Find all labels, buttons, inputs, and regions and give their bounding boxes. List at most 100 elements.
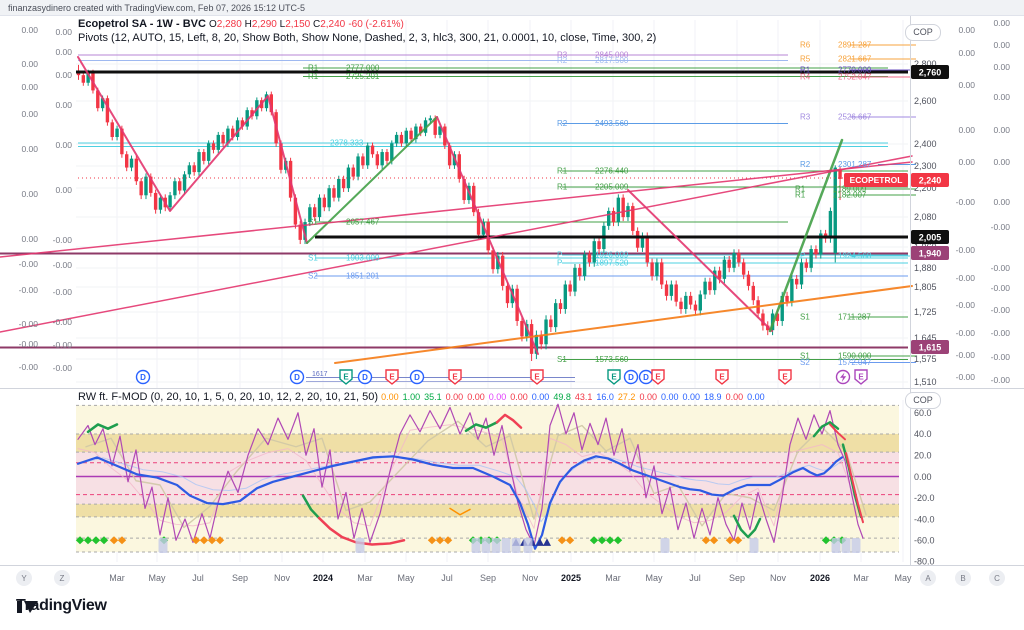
time-axis-label[interactable]: May <box>645 573 663 583</box>
dividend-badge[interactable] <box>357 369 373 385</box>
time-axis-label[interactable]: Jul <box>689 573 701 583</box>
price-tick: 1,805 <box>914 282 937 292</box>
candle-body <box>134 158 139 182</box>
earnings-badge[interactable] <box>651 369 665 385</box>
ohlc-key: C <box>310 19 321 30</box>
candle-body <box>337 178 341 198</box>
candle-body <box>496 255 500 270</box>
pivot-value: 2205.009 <box>595 183 629 192</box>
indicator-colored-segment <box>449 507 471 516</box>
time-axis-label[interactable]: Mar <box>109 573 125 583</box>
indicator-currency-pill[interactable]: COP <box>905 392 941 409</box>
time-axis-button[interactable] <box>54 570 70 586</box>
overlay-scale-value: -0.00 <box>956 328 976 338</box>
time-axis-label[interactable]: May <box>148 573 166 583</box>
signal-diamond <box>207 536 217 545</box>
time-axis-label[interactable]: Nov <box>274 573 291 583</box>
indicator-colored-segment <box>732 514 762 539</box>
time-axis-label[interactable]: Mar <box>357 573 373 583</box>
earnings-badge[interactable] <box>778 369 792 385</box>
earnings-badge[interactable] <box>530 369 544 385</box>
candle-body <box>462 178 466 201</box>
signal-box <box>355 538 365 553</box>
time-axis-button[interactable] <box>16 570 32 586</box>
signal-diamond <box>725 536 735 545</box>
time-axis-label[interactable]: Jul <box>441 573 453 583</box>
indicator-value: 0.00 <box>531 392 550 402</box>
time-axis-label[interactable]: 2026 <box>810 573 830 583</box>
indicator-tick: -80.0 <box>914 557 935 567</box>
band-pink <box>76 452 899 505</box>
earnings-badge[interactable] <box>607 369 621 385</box>
time-axis-button-label: B <box>960 574 965 583</box>
earnings-badge[interactable] <box>385 369 399 385</box>
candle-body <box>650 262 654 277</box>
pivot-value: 2276.440 <box>595 167 629 176</box>
time-axis-label[interactable]: 2025 <box>561 573 581 583</box>
earnings-badge[interactable] <box>448 369 462 385</box>
time-axis-label[interactable]: Mar <box>853 573 869 583</box>
signal-diamond <box>91 536 101 545</box>
earnings-badge[interactable] <box>854 369 868 385</box>
pivot-label: R1 <box>308 64 319 73</box>
pivot-value: 2378.333 <box>330 139 364 148</box>
candle-body <box>322 197 327 208</box>
overlay-scale-value: 0.00 <box>958 48 975 58</box>
price-tick: 1,725 <box>914 307 937 317</box>
indicator-value: 0.00 <box>467 392 485 402</box>
pivot-value: 2301.287 <box>838 160 872 169</box>
dividend-badge[interactable] <box>135 369 151 385</box>
indicator-tick: -20.0 <box>914 493 935 503</box>
time-axis-label[interactable]: May <box>397 573 415 583</box>
pivot-label: R2 <box>557 119 568 128</box>
ohlc-values: O2,280 H2,290 L2,150 C2,240 <box>209 18 345 30</box>
dividend-badge[interactable] <box>289 369 305 385</box>
price-axis-badge-text: 2,240 <box>919 176 942 186</box>
time-axis-label[interactable]: Nov <box>770 573 787 583</box>
candle-body <box>120 128 124 155</box>
time-axis-label[interactable]: Sep <box>232 573 248 583</box>
price-axis-badge-text: 1,940 <box>919 249 942 259</box>
time-axis-label[interactable]: Sep <box>729 573 745 583</box>
time-axis-button[interactable] <box>920 570 936 586</box>
candle-body <box>366 145 370 166</box>
candle-body <box>568 284 572 292</box>
time-axis-label[interactable]: 2024 <box>313 573 333 583</box>
time-axis-button[interactable] <box>955 570 971 586</box>
time-axis-label[interactable]: Nov <box>522 573 539 583</box>
symbol-legend[interactable]: Ecopetrol SA - 1W - BVC O2,280 H2,290 L2… <box>78 18 404 30</box>
time-axis-label[interactable]: May <box>894 573 912 583</box>
main-currency-pill[interactable]: COP <box>905 24 941 41</box>
pivot-label: S2 <box>800 358 810 367</box>
signal-box <box>471 538 481 553</box>
time-axis-button[interactable] <box>989 570 1005 586</box>
candle-body <box>693 304 698 311</box>
earnings-badge-letter: E <box>655 373 661 382</box>
signal-diamond <box>821 536 831 545</box>
candle-body <box>684 295 688 310</box>
dividend-badge[interactable] <box>409 369 425 385</box>
earnings-badge[interactable] <box>339 369 353 385</box>
candle-body <box>394 134 399 144</box>
time-axis-button-label: C <box>994 574 1000 583</box>
tradingview-logo[interactable]: TradingView <box>16 597 107 615</box>
indicator-legend[interactable]: RW ft. F-MOD (0, 20, 10, 1, 5, 0, 20, 10… <box>78 391 769 403</box>
time-axis-label[interactable]: Jul <box>192 573 204 583</box>
symbol-title[interactable]: Ecopetrol SA - 1W - BVC <box>78 18 206 30</box>
pivot-label: R3 <box>557 51 568 60</box>
overlay-scale-value: 0.00 <box>993 62 1010 72</box>
time-axis-label[interactable]: Sep <box>480 573 496 583</box>
earnings-badge[interactable] <box>715 369 729 385</box>
dividend-badge[interactable] <box>623 369 639 385</box>
pivot-label: S1 <box>308 218 318 227</box>
time-axis-label[interactable]: Mar <box>605 573 621 583</box>
pivot-value: 2777.000 <box>346 64 380 73</box>
ohlc-key: O <box>209 19 217 30</box>
candle-body <box>447 145 452 166</box>
pivots-legend[interactable]: Pivots (12, AUTO, 15, Left, 8, 20, Show … <box>78 32 657 44</box>
candle-body <box>187 165 192 175</box>
ohlc-key: H <box>241 19 252 30</box>
pivot-value: 1924.568 <box>838 252 872 261</box>
candle-body <box>476 212 481 235</box>
